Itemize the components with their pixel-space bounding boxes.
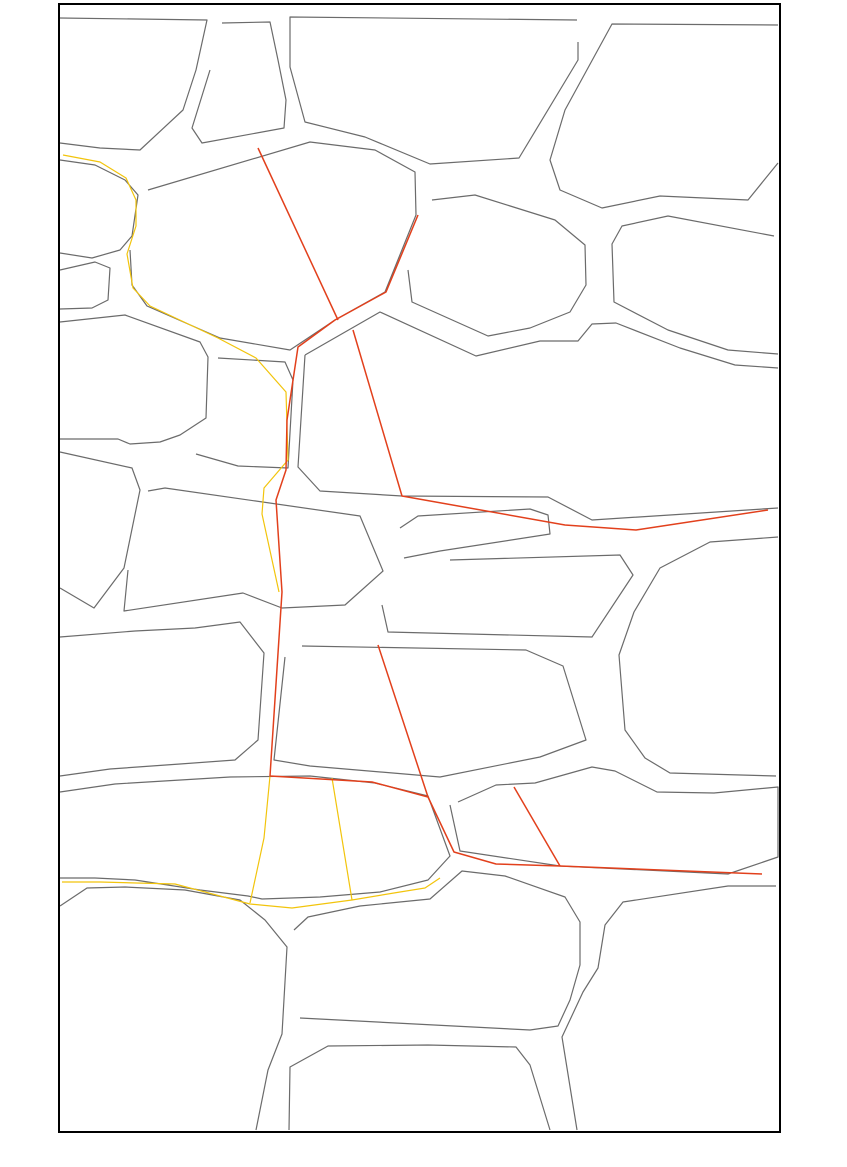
red-route-line <box>377 644 429 798</box>
yellow-route-line <box>62 154 289 593</box>
city-block <box>288 1044 551 1131</box>
city-block <box>195 357 294 469</box>
city-block <box>191 21 287 144</box>
city-block <box>59 451 141 609</box>
city-block <box>59 314 209 445</box>
city-block <box>59 621 265 777</box>
city-block <box>618 536 779 777</box>
yellow-route-line <box>62 877 441 909</box>
red-route-line <box>257 147 339 321</box>
city-block <box>59 17 208 151</box>
map-frame <box>58 3 781 1133</box>
city-block <box>59 886 288 1131</box>
city-block <box>59 261 111 310</box>
city-block <box>59 159 139 259</box>
yellow-route-line <box>331 777 353 901</box>
yellow-route <box>62 154 441 909</box>
city-block <box>273 645 587 778</box>
red-route <box>257 147 769 875</box>
red-route-line <box>513 786 561 867</box>
city-block <box>289 16 579 165</box>
city-block <box>381 554 634 638</box>
city-block <box>611 215 779 355</box>
city-block <box>399 508 551 559</box>
city-block <box>449 766 779 875</box>
red-route-line <box>352 329 769 531</box>
city-block <box>123 487 384 612</box>
city-block <box>293 870 581 1031</box>
city-blocks <box>59 16 779 1131</box>
city-block <box>549 23 779 209</box>
red-route-line <box>269 214 763 875</box>
city-block <box>304 311 779 369</box>
city-block <box>561 885 776 1131</box>
city-block <box>407 194 587 337</box>
city-block <box>297 354 779 521</box>
yellow-route-line <box>249 775 271 904</box>
city-block <box>129 141 417 351</box>
